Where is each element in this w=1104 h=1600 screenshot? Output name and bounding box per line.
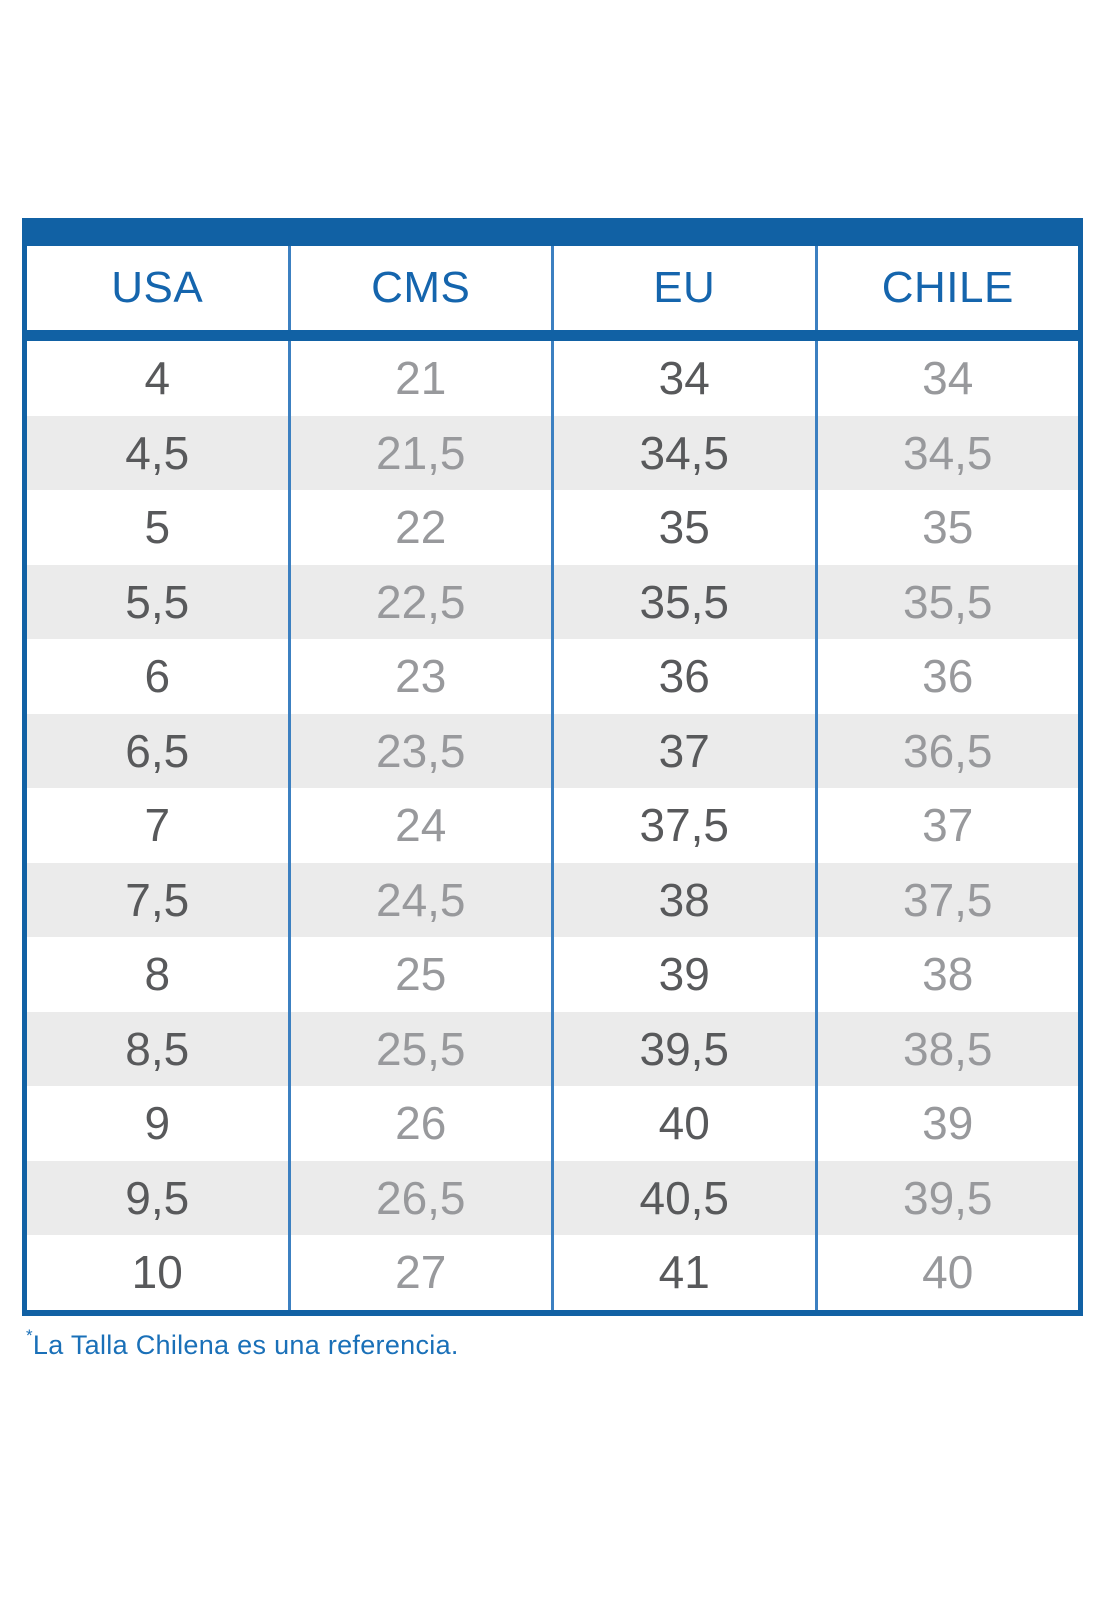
table-row: 8,5 25,5 39,5 38,5 <box>27 1011 1078 1086</box>
cell-usa: 5,5 <box>27 564 291 639</box>
table-row: 10 27 41 40 <box>27 1235 1078 1310</box>
cell-chile: 40 <box>922 1246 974 1299</box>
cell-chile: 36 <box>922 650 974 703</box>
column-header-chile: CHILE <box>881 263 1014 312</box>
cell-chile: 39,5 <box>902 1171 993 1224</box>
cell-chile: 37 <box>922 799 974 852</box>
footnote-text: La Talla Chilena es una referencia. <box>32 1330 459 1360</box>
size-conversion-table: USA CMS EU CHILE 4 21 34 34 4,5 21,5 34,… <box>22 218 1083 1316</box>
cell-eu: 36 <box>554 639 818 714</box>
cell-chile: 35 <box>922 501 974 554</box>
cell-usa: 6,5 <box>27 713 291 788</box>
cell-eu: 35 <box>554 490 818 565</box>
cell-usa: 10 <box>27 1235 291 1310</box>
table-row: 9 26 40 39 <box>27 1086 1078 1161</box>
table-top-band <box>22 218 1083 246</box>
cell-eu: 39 <box>554 937 818 1012</box>
table-body: 4 21 34 34 4,5 21,5 34,5 34,5 5 22 35 35… <box>22 341 1083 1316</box>
cell-usa: 9,5 <box>27 1160 291 1235</box>
column-header-usa: USA <box>27 246 291 330</box>
table-row: 5 22 35 35 <box>27 490 1078 565</box>
cell-usa: 5 <box>27 490 291 565</box>
cell-chile: 38 <box>922 948 974 1001</box>
table-row: 6 23 36 36 <box>27 639 1078 714</box>
cell-cms: 26 <box>291 1086 554 1161</box>
cell-eu: 41 <box>554 1235 818 1310</box>
cell-cms: 26,5 <box>291 1160 554 1235</box>
cell-cms: 23,5 <box>291 713 554 788</box>
cell-usa: 7 <box>27 788 291 863</box>
cell-eu: 35,5 <box>554 564 818 639</box>
cell-usa: 6 <box>27 639 291 714</box>
table-row: 6,5 23,5 37 36,5 <box>27 713 1078 788</box>
cell-chile: 39 <box>922 1097 974 1150</box>
cell-chile: 35,5 <box>902 575 993 628</box>
table-row: 7 24 37,5 37 <box>27 788 1078 863</box>
column-header-eu: EU <box>554 246 818 330</box>
column-header-cms: CMS <box>291 246 554 330</box>
cell-cms: 24 <box>291 788 554 863</box>
cell-cms: 25,5 <box>291 1011 554 1086</box>
cell-eu: 34 <box>554 341 818 416</box>
cell-chile: 34 <box>922 352 974 405</box>
cell-usa: 8,5 <box>27 1011 291 1086</box>
cell-eu: 40 <box>554 1086 818 1161</box>
table-row: 5,5 22,5 35,5 35,5 <box>27 564 1078 639</box>
cell-usa: 4,5 <box>27 415 291 490</box>
cell-eu: 38 <box>554 862 818 937</box>
footnote-asterisk: * <box>26 1326 33 1345</box>
table-row: 7,5 24,5 38 37,5 <box>27 862 1078 937</box>
table-row: 9,5 26,5 40,5 39,5 <box>27 1160 1078 1235</box>
table-row: 4,5 21,5 34,5 34,5 <box>27 415 1078 490</box>
table-row: 8 25 39 38 <box>27 937 1078 1012</box>
cell-chile: 37,5 <box>902 873 993 926</box>
cell-usa: 9 <box>27 1086 291 1161</box>
cell-usa: 4 <box>27 341 291 416</box>
cell-cms: 22 <box>291 490 554 565</box>
cell-cms: 21,5 <box>291 415 554 490</box>
footnote: *La Talla Chilena es una referencia. <box>26 1326 459 1361</box>
cell-eu: 40,5 <box>554 1160 818 1235</box>
cell-eu: 37,5 <box>554 788 818 863</box>
cell-cms: 27 <box>291 1235 554 1310</box>
header-separator <box>22 330 1083 341</box>
cell-eu: 37 <box>554 713 818 788</box>
cell-cms: 21 <box>291 341 554 416</box>
cell-chile: 36,5 <box>902 724 993 777</box>
cell-cms: 25 <box>291 937 554 1012</box>
cell-eu: 39,5 <box>554 1011 818 1086</box>
table-row: 4 21 34 34 <box>27 341 1078 416</box>
cell-cms: 24,5 <box>291 862 554 937</box>
cell-cms: 22,5 <box>291 564 554 639</box>
cell-chile: 38,5 <box>902 1022 993 1075</box>
table-header-row: USA CMS EU CHILE <box>22 246 1083 330</box>
cell-usa: 8 <box>27 937 291 1012</box>
cell-chile: 34,5 <box>902 426 993 479</box>
cell-eu: 34,5 <box>554 415 818 490</box>
cell-usa: 7,5 <box>27 862 291 937</box>
cell-cms: 23 <box>291 639 554 714</box>
